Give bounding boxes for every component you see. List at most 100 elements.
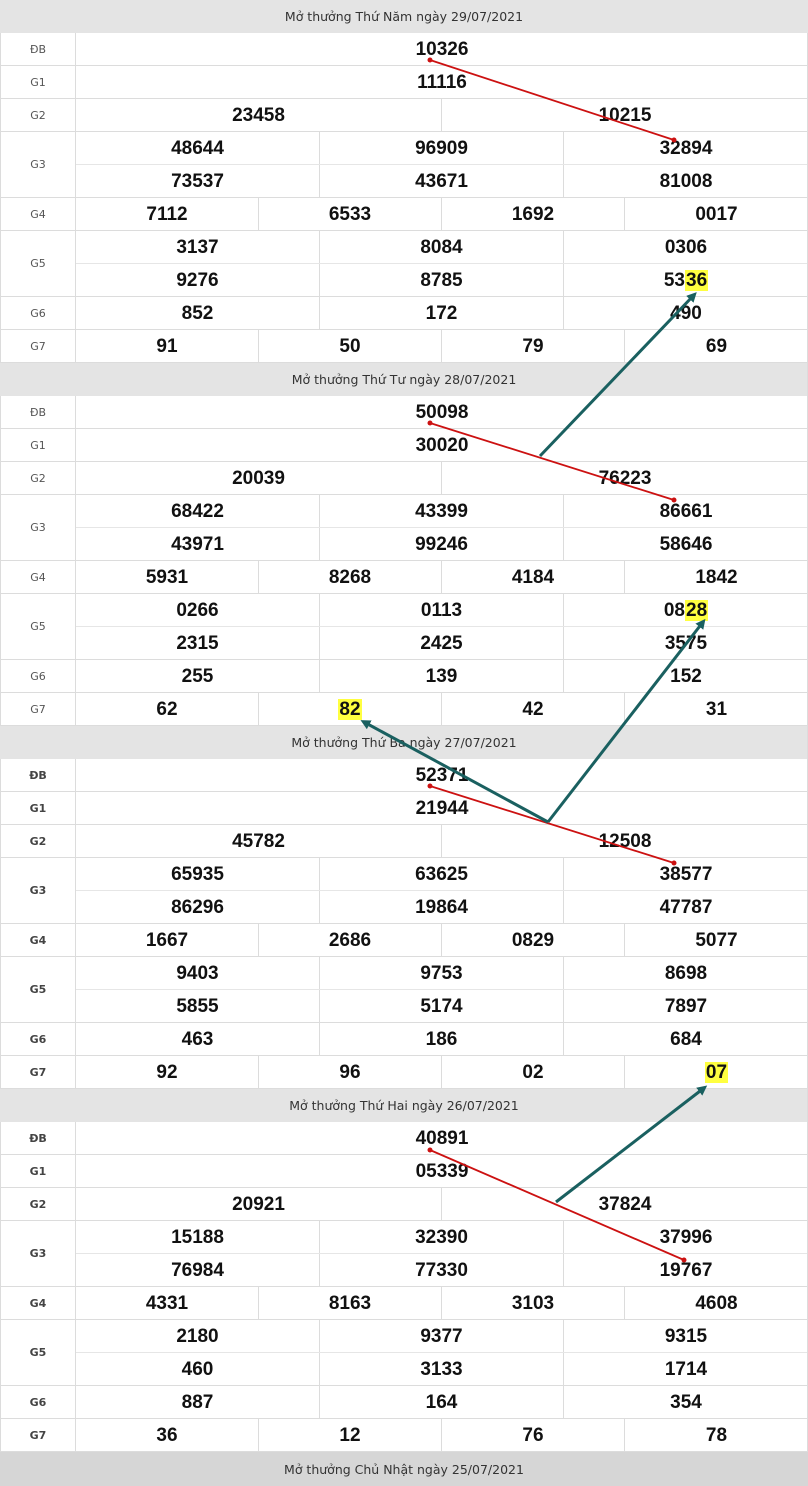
prize-number: 172	[320, 297, 564, 330]
fourth-prize-row: G4 4331 8163 3103 4608	[0, 1287, 808, 1320]
prize-value: 76984	[171, 1259, 224, 1281]
prize-number: 77330	[320, 1254, 564, 1287]
prize-number: 82	[259, 693, 442, 726]
prize-value: 65935	[171, 863, 224, 885]
prize-value: 31	[705, 698, 728, 720]
prize-value: 68422	[171, 500, 224, 522]
prize-number: 32894	[564, 132, 808, 165]
first-prize-number: 11116	[417, 71, 467, 93]
prize-number: 38577	[564, 858, 808, 891]
prize-number: 8785	[320, 264, 564, 297]
prize-number: 8163	[259, 1287, 442, 1320]
prize-value: 4331	[145, 1292, 189, 1314]
fourth-prize-row: G4 7112 6533 1692 0017	[0, 198, 808, 231]
prize-value: 02	[522, 1061, 544, 1083]
prize-number: 490	[564, 297, 808, 330]
seventh-prize-row: G7 36 12 76 78	[0, 1419, 808, 1452]
prize-number: 3103	[442, 1287, 625, 1320]
prize-label-g3: G3	[0, 1221, 76, 1286]
prize-label-g7: G7	[0, 1056, 76, 1088]
prize-value: 96909	[415, 137, 468, 159]
prize-number: 76984	[76, 1254, 320, 1287]
row-divider	[76, 263, 808, 264]
prize-value: 2180	[176, 1325, 219, 1347]
prize-number: 1714	[564, 1353, 808, 1386]
prize-number: 9315	[564, 1320, 808, 1353]
prize-value: 5855	[176, 995, 219, 1017]
prize-label-g7: G7	[0, 1419, 76, 1451]
special-prize-row: ĐB 40891	[0, 1122, 808, 1155]
prize-value: 5077	[695, 929, 738, 951]
row-divider	[76, 890, 808, 891]
prize-number: 31	[625, 693, 808, 726]
prize-number: 5174	[320, 990, 564, 1023]
prize-label-g2: G2	[0, 462, 76, 494]
prize-number: 07	[625, 1056, 808, 1089]
prize-number: 1692	[442, 198, 625, 231]
draw-date-header: Mở thưởng Thứ Ba ngày 27/07/2021	[0, 726, 808, 759]
prize-value: 7897	[664, 995, 708, 1017]
prize-value: 8698	[664, 962, 708, 984]
prize-number: 79	[442, 330, 625, 363]
prize-number: 96	[259, 1056, 442, 1089]
first-prize-row: G1 05339	[0, 1155, 808, 1188]
sixth-prize-row: G6 852 172 490	[0, 297, 808, 330]
prize-label-g5: G5	[0, 594, 76, 659]
prize-value: 887	[181, 1391, 214, 1413]
prize-label-g4: G4	[0, 924, 76, 956]
special-prize-number: 10326	[415, 38, 469, 60]
prize-number: 19864	[320, 891, 564, 924]
prize-number: 7112	[76, 198, 259, 231]
prize-value: 354	[670, 1391, 702, 1413]
prize-value: 96	[339, 1061, 361, 1083]
prize-value: 8163	[328, 1292, 372, 1314]
prize-value: 9403	[176, 962, 219, 984]
prize-number: 99246	[320, 528, 564, 561]
prize-number: 5077	[625, 924, 808, 957]
prize-number: 43671	[320, 165, 564, 198]
prize-number: 8698	[564, 957, 808, 990]
highlighted-digits: 28	[685, 599, 709, 621]
prize-number: 0829	[442, 924, 625, 957]
third-prize-row: G3 65935 63625 38577 86296 19864 47787	[0, 858, 808, 924]
prize-number: 2425	[320, 627, 564, 660]
prize-value: 45782	[232, 830, 285, 852]
prize-value: 490	[670, 302, 702, 324]
prize-number: 63625	[320, 858, 564, 891]
prize-number: 186	[320, 1023, 564, 1056]
prize-number: 5855	[76, 990, 320, 1023]
prize-number: 20039	[76, 462, 442, 495]
prize-value: 86296	[171, 896, 224, 918]
second-prize-row: G2 23458 10215	[0, 99, 808, 132]
prize-label-g4: G4	[0, 1287, 76, 1319]
prize-number: 2686	[259, 924, 442, 957]
prize-value: 69	[705, 335, 728, 357]
prize-value: 12508	[598, 830, 652, 852]
prize-number: 152	[564, 660, 808, 693]
prize-number: 0306	[564, 231, 808, 264]
prize-number: 7897	[564, 990, 808, 1023]
prize-number: 23458	[76, 99, 442, 132]
prize-number: 354	[564, 1386, 808, 1419]
prize-value: 152	[670, 665, 702, 687]
prize-value: 0828	[663, 599, 709, 621]
prize-value: 255	[181, 665, 214, 687]
prize-number: 6533	[259, 198, 442, 231]
prize-value: 10215	[598, 104, 652, 126]
prize-value: 12	[339, 1424, 361, 1446]
prize-value: 0306	[664, 236, 708, 258]
prize-number: 02	[442, 1056, 625, 1089]
fourth-prize-row: G4 1667 2686 0829 5077	[0, 924, 808, 957]
first-prize-number: 21944	[415, 797, 469, 819]
prize-value: 32894	[659, 137, 713, 159]
prize-value: 172	[425, 302, 458, 324]
prize-value: 5336	[663, 269, 709, 291]
highlighted-digits: 07	[704, 1061, 729, 1083]
prize-value: 2315	[176, 632, 219, 654]
prize-number: 73537	[76, 165, 320, 198]
prize-number: 12	[259, 1419, 442, 1452]
prize-value: 78	[705, 1424, 728, 1446]
prize-value: 43399	[415, 500, 468, 522]
prize-number: 460	[76, 1353, 320, 1386]
